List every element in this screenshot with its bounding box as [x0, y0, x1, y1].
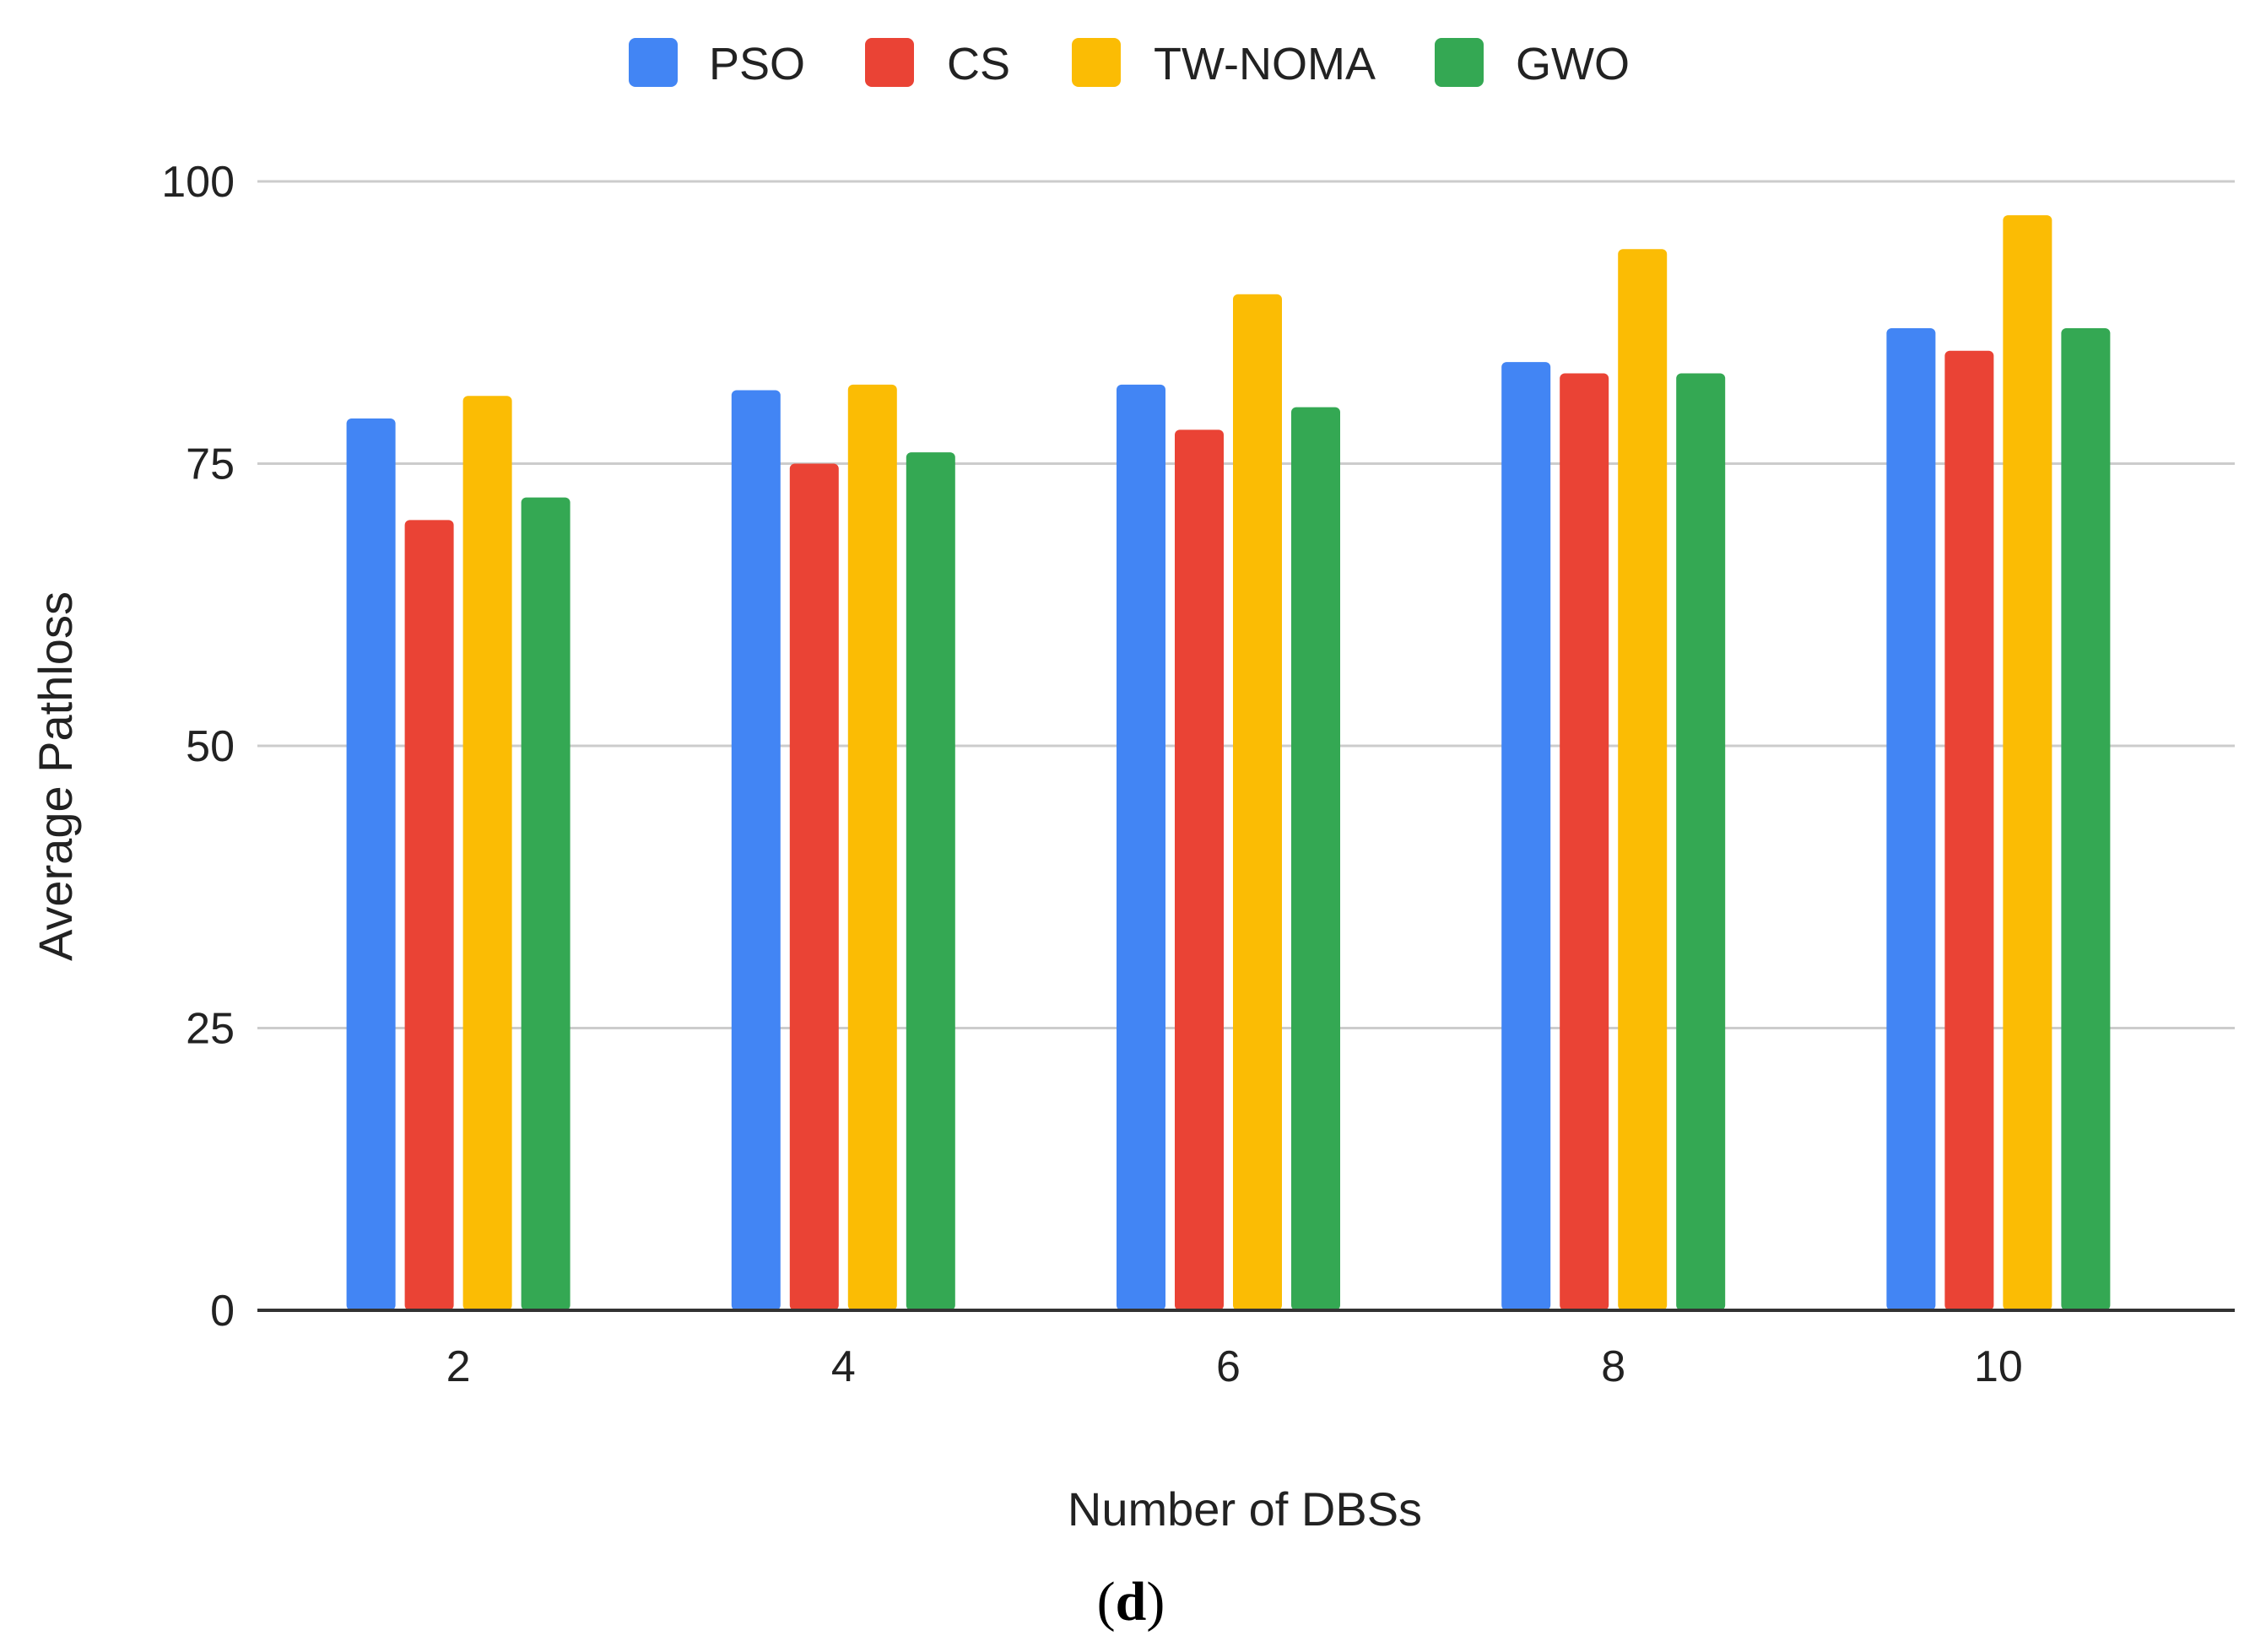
- legend-swatch-tw-noma: [1072, 38, 1121, 87]
- x-tick-label: 6: [1216, 1342, 1241, 1391]
- bar-cs-2: [404, 520, 454, 1310]
- bar-cs-8: [1560, 373, 1609, 1311]
- bar-gwo-4: [906, 452, 955, 1310]
- y-axis-title: Average Pathloss: [29, 591, 82, 961]
- x-tick-label: 2: [446, 1342, 471, 1391]
- bar-pso-4: [731, 390, 781, 1310]
- y-axis-ticks: 0 25 50 75 100: [161, 158, 235, 1336]
- bar-cs-6: [1175, 429, 1224, 1310]
- legend-label-tw-noma: TW-NOMA: [1154, 39, 1376, 89]
- bar-gwo-8: [1676, 373, 1726, 1311]
- bar-tw-noma-6: [1233, 294, 1282, 1310]
- bar-tw-noma-2: [462, 396, 512, 1311]
- legend-label-pso: PSO: [709, 39, 805, 89]
- legend-label-gwo: GWO: [1516, 39, 1630, 89]
- x-tick-label: 8: [1601, 1342, 1625, 1391]
- bar-gwo-2: [521, 497, 571, 1310]
- legend-label-cs: CS: [947, 39, 1010, 89]
- caption-open-paren: (: [1097, 1571, 1116, 1633]
- bar-tw-noma-10: [2003, 215, 2052, 1310]
- legend: PSO CS TW-NOMA GWO: [629, 38, 1630, 89]
- bar-pso-2: [346, 418, 396, 1311]
- bar-tw-noma-8: [1618, 249, 1668, 1310]
- caption-close-paren: ): [1146, 1571, 1165, 1633]
- bar-pso-10: [1886, 327, 1936, 1311]
- bars: [346, 215, 2111, 1311]
- legend-swatch-gwo: [1435, 38, 1484, 87]
- y-tick-label: 25: [186, 1005, 235, 1054]
- y-tick-label: 50: [186, 722, 235, 771]
- y-tick-label: 100: [161, 158, 235, 207]
- y-tick-label: 0: [210, 1287, 235, 1336]
- bar-cs-10: [1944, 350, 1994, 1311]
- figure-caption: (d): [1097, 1571, 1165, 1633]
- y-tick-label: 75: [186, 440, 235, 489]
- bar-tw-noma-4: [847, 384, 897, 1311]
- caption-letter: d: [1116, 1571, 1147, 1633]
- x-tick-label: 4: [831, 1342, 856, 1391]
- legend-swatch-pso: [629, 38, 678, 87]
- x-tick-label: 10: [1974, 1342, 2023, 1391]
- bar-pso-8: [1501, 362, 1551, 1311]
- bar-gwo-10: [2061, 327, 2111, 1311]
- bar-gwo-6: [1291, 407, 1340, 1311]
- x-axis-title: Number of DBSs: [1068, 1482, 1422, 1536]
- bar-cs-4: [789, 463, 839, 1310]
- x-axis-ticks: 2 4 6 8 10: [446, 1342, 2023, 1391]
- legend-swatch-cs: [865, 38, 914, 87]
- bar-pso-6: [1117, 384, 1165, 1311]
